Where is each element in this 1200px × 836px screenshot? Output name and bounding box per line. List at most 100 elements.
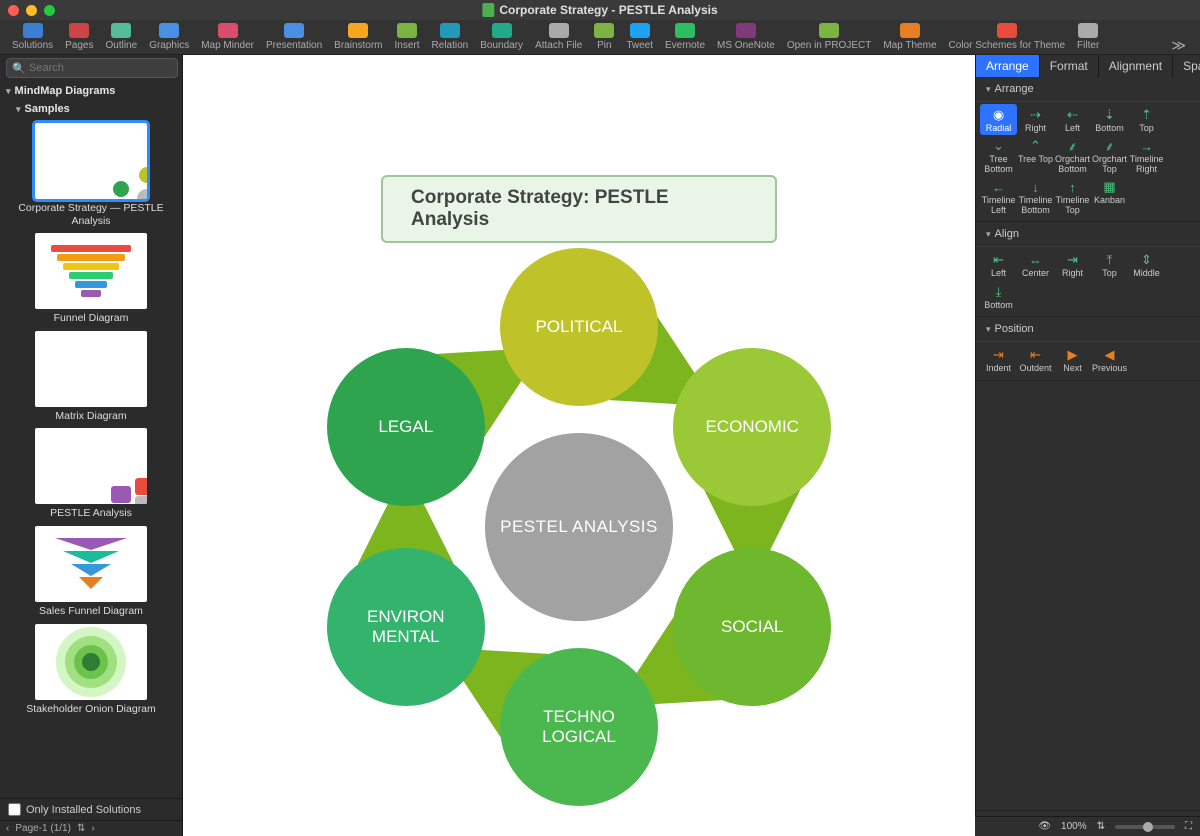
section-align-title[interactable]: Align: [986, 228, 1190, 240]
only-installed-toggle[interactable]: Only Installed Solutions: [0, 798, 182, 820]
sample-card[interactable]: Matrix Diagram: [8, 331, 174, 423]
rp-btn-bottom[interactable]: ⤓Bottom: [980, 281, 1017, 312]
search-icon: 🔍: [12, 62, 26, 75]
toolbar-boundary[interactable]: Boundary: [474, 21, 529, 54]
rp-btn-bottom[interactable]: ⇣Bottom: [1091, 104, 1128, 135]
page-stepper[interactable]: ⇅: [77, 823, 85, 834]
toolbar-solutions[interactable]: Solutions: [6, 21, 59, 54]
titlebar: Corporate Strategy - PESTLE Analysis: [0, 0, 1200, 20]
toolbar-color-schemes-for-theme[interactable]: Color Schemes for Theme: [943, 21, 1072, 54]
next-page[interactable]: ›: [91, 823, 94, 834]
toolbar-insert[interactable]: Insert: [389, 21, 426, 54]
toolbar-map-minder[interactable]: Map Minder: [195, 21, 260, 54]
rp-btn-previous[interactable]: ◀Previous: [1091, 344, 1128, 375]
maximize-window[interactable]: [44, 5, 55, 16]
toolbar-outline[interactable]: Outline: [100, 21, 144, 54]
rp-btn-center[interactable]: ⇔Center: [1017, 249, 1054, 280]
fullscreen-icon[interactable]: ⛶: [1185, 821, 1192, 832]
section-arrange: Arrange: [976, 77, 1200, 101]
rp-btn-timeline-right[interactable]: →Timeline Right: [1128, 135, 1165, 176]
section-position-title[interactable]: Position: [986, 323, 1190, 335]
node-economic[interactable]: ECONOMIC: [673, 348, 831, 506]
sample-card[interactable]: Sales Funnel Diagram: [8, 526, 174, 618]
tab-alignment[interactable]: Alignment: [1099, 55, 1173, 77]
rp-btn-top[interactable]: ⤒Top: [1091, 249, 1128, 280]
sample-card[interactable]: Stakeholder Onion Diagram: [8, 624, 174, 716]
toolbar-graphics[interactable]: Graphics: [143, 21, 195, 54]
rp-btn-next[interactable]: ▶Next: [1054, 344, 1091, 375]
right-panel-tabs: ArrangeFormatAlignmentSpacing: [976, 55, 1200, 77]
center-node[interactable]: PESTEL ANALYSIS: [485, 433, 673, 621]
sample-card[interactable]: Corporate Strategy — PESTLE Analysis: [8, 123, 174, 227]
search-row: 🔍 ✎: [0, 55, 182, 81]
diagram-title[interactable]: Corporate Strategy: PESTLE Analysis: [381, 175, 777, 243]
pestel-diagram: PESTEL ANALYSIS POLITICALECONOMIC SOCIALT…: [309, 247, 849, 807]
toolbar-tweet[interactable]: Tweet: [620, 21, 659, 54]
left-panel: 🔍 ✎ MindMap Diagrams Samples Corporate S…: [0, 55, 183, 836]
window-controls: [8, 5, 55, 16]
rp-btn-radial[interactable]: ◉Radial: [980, 104, 1017, 135]
tree-group-samples[interactable]: Samples: [0, 101, 182, 119]
rp-btn-top[interactable]: ⇡Top: [1128, 104, 1165, 135]
canvas[interactable]: Corporate Strategy: PESTLE Analysis PEST…: [183, 55, 975, 836]
sample-card[interactable]: Funnel Diagram: [8, 233, 174, 325]
zoom-slider[interactable]: [1115, 825, 1175, 829]
zoom-status-bar: 👁 100% ⇅ ⛶: [975, 816, 1200, 836]
tab-format[interactable]: Format: [1040, 55, 1099, 77]
window-title: Corporate Strategy - PESTLE Analysis: [482, 3, 717, 17]
tree-root[interactable]: MindMap Diagrams: [0, 81, 182, 101]
rp-btn-orgchart-bottom[interactable]: ⸙Orgchart Bottom: [1054, 135, 1091, 176]
section-align: Align: [976, 222, 1200, 246]
toolbar-pin[interactable]: Pin: [588, 21, 620, 54]
samples-list: Corporate Strategy — PESTLE Analysis Fun…: [0, 119, 182, 798]
rp-btn-outdent[interactable]: ⇤Outdent: [1017, 344, 1054, 375]
toolbar-open-in-project[interactable]: Open in PROJECT: [781, 21, 877, 54]
toolbar-attach-file[interactable]: Attach File: [529, 21, 588, 54]
zoom-value: 100%: [1061, 821, 1087, 832]
rp-btn-tree-bottom[interactable]: ⌄Tree Bottom: [980, 135, 1017, 176]
tab-arrange[interactable]: Arrange: [976, 55, 1040, 77]
page-status: Page-1 (1/1): [15, 823, 71, 834]
rp-btn-left[interactable]: ⇤Left: [980, 249, 1017, 280]
node-techno[interactable]: TECHNOLOGICAL: [500, 648, 658, 806]
toolbar-filter[interactable]: Filter: [1071, 21, 1105, 54]
node-political[interactable]: POLITICAL: [500, 248, 658, 406]
node-environ[interactable]: ENVIRONMENTAL: [327, 548, 485, 706]
rp-btn-orgchart-top[interactable]: ⸙Orgchart Top: [1091, 135, 1128, 176]
rp-btn-right[interactable]: ⇥Right: [1054, 249, 1091, 280]
toolbar-presentation[interactable]: Presentation: [260, 21, 328, 54]
zoom-stepper[interactable]: ⇅: [1097, 821, 1105, 832]
rp-btn-right[interactable]: ⇢Right: [1017, 104, 1054, 135]
rp-btn-timeline-top[interactable]: ↑Timeline Top: [1054, 176, 1091, 217]
minimize-window[interactable]: [26, 5, 37, 16]
rp-btn-timeline-left[interactable]: ←Timeline Left: [980, 176, 1017, 217]
toolbar-overflow[interactable]: ≫: [1163, 37, 1194, 54]
align-grid: ⇤Left⇔Center⇥Right⤒Top⇕Middle ⤓Bottom: [976, 246, 1200, 317]
rp-btn-left[interactable]: ⇠Left: [1054, 104, 1091, 135]
toolbar-ms-onenote[interactable]: MS OneNote: [711, 21, 781, 54]
section-arrange-title[interactable]: Arrange: [986, 83, 1190, 95]
rp-btn-kanban[interactable]: ▦Kanban: [1091, 176, 1128, 217]
toolbar-pages[interactable]: Pages: [59, 21, 99, 54]
main-area: 🔍 ✎ MindMap Diagrams Samples Corporate S…: [0, 55, 1200, 836]
node-social[interactable]: SOCIAL: [673, 548, 831, 706]
rp-btn-middle[interactable]: ⇕Middle: [1128, 249, 1165, 280]
tab-spacing[interactable]: Spacing: [1173, 55, 1200, 77]
rp-btn-tree-top[interactable]: ⌃Tree Top: [1017, 135, 1054, 176]
sample-card[interactable]: PESTLE Analysis: [8, 428, 174, 520]
rp-btn-timeline-bottom[interactable]: ↓Timeline Bottom: [1017, 176, 1054, 217]
search-input[interactable]: [6, 58, 178, 78]
node-legal[interactable]: LEGAL: [327, 348, 485, 506]
position-grid: ⇥Indent⇤Outdent▶Next◀Previous: [976, 341, 1200, 380]
toolbar-map-theme[interactable]: Map Theme: [877, 21, 942, 54]
only-installed-checkbox[interactable]: [8, 803, 21, 816]
toolbar-brainstorm[interactable]: Brainstorm: [328, 21, 388, 54]
close-window[interactable]: [8, 5, 19, 16]
rp-btn-indent[interactable]: ⇥Indent: [980, 344, 1017, 375]
toolbar-evernote[interactable]: Evernote: [659, 21, 711, 54]
eye-icon[interactable]: 👁: [1038, 821, 1051, 832]
right-panel: ArrangeFormatAlignmentSpacing Arrange ◉R…: [975, 55, 1200, 836]
main-toolbar: SolutionsPagesOutlineGraphicsMap MinderP…: [0, 20, 1200, 55]
prev-page[interactable]: ‹: [6, 823, 9, 834]
toolbar-relation[interactable]: Relation: [426, 21, 475, 54]
